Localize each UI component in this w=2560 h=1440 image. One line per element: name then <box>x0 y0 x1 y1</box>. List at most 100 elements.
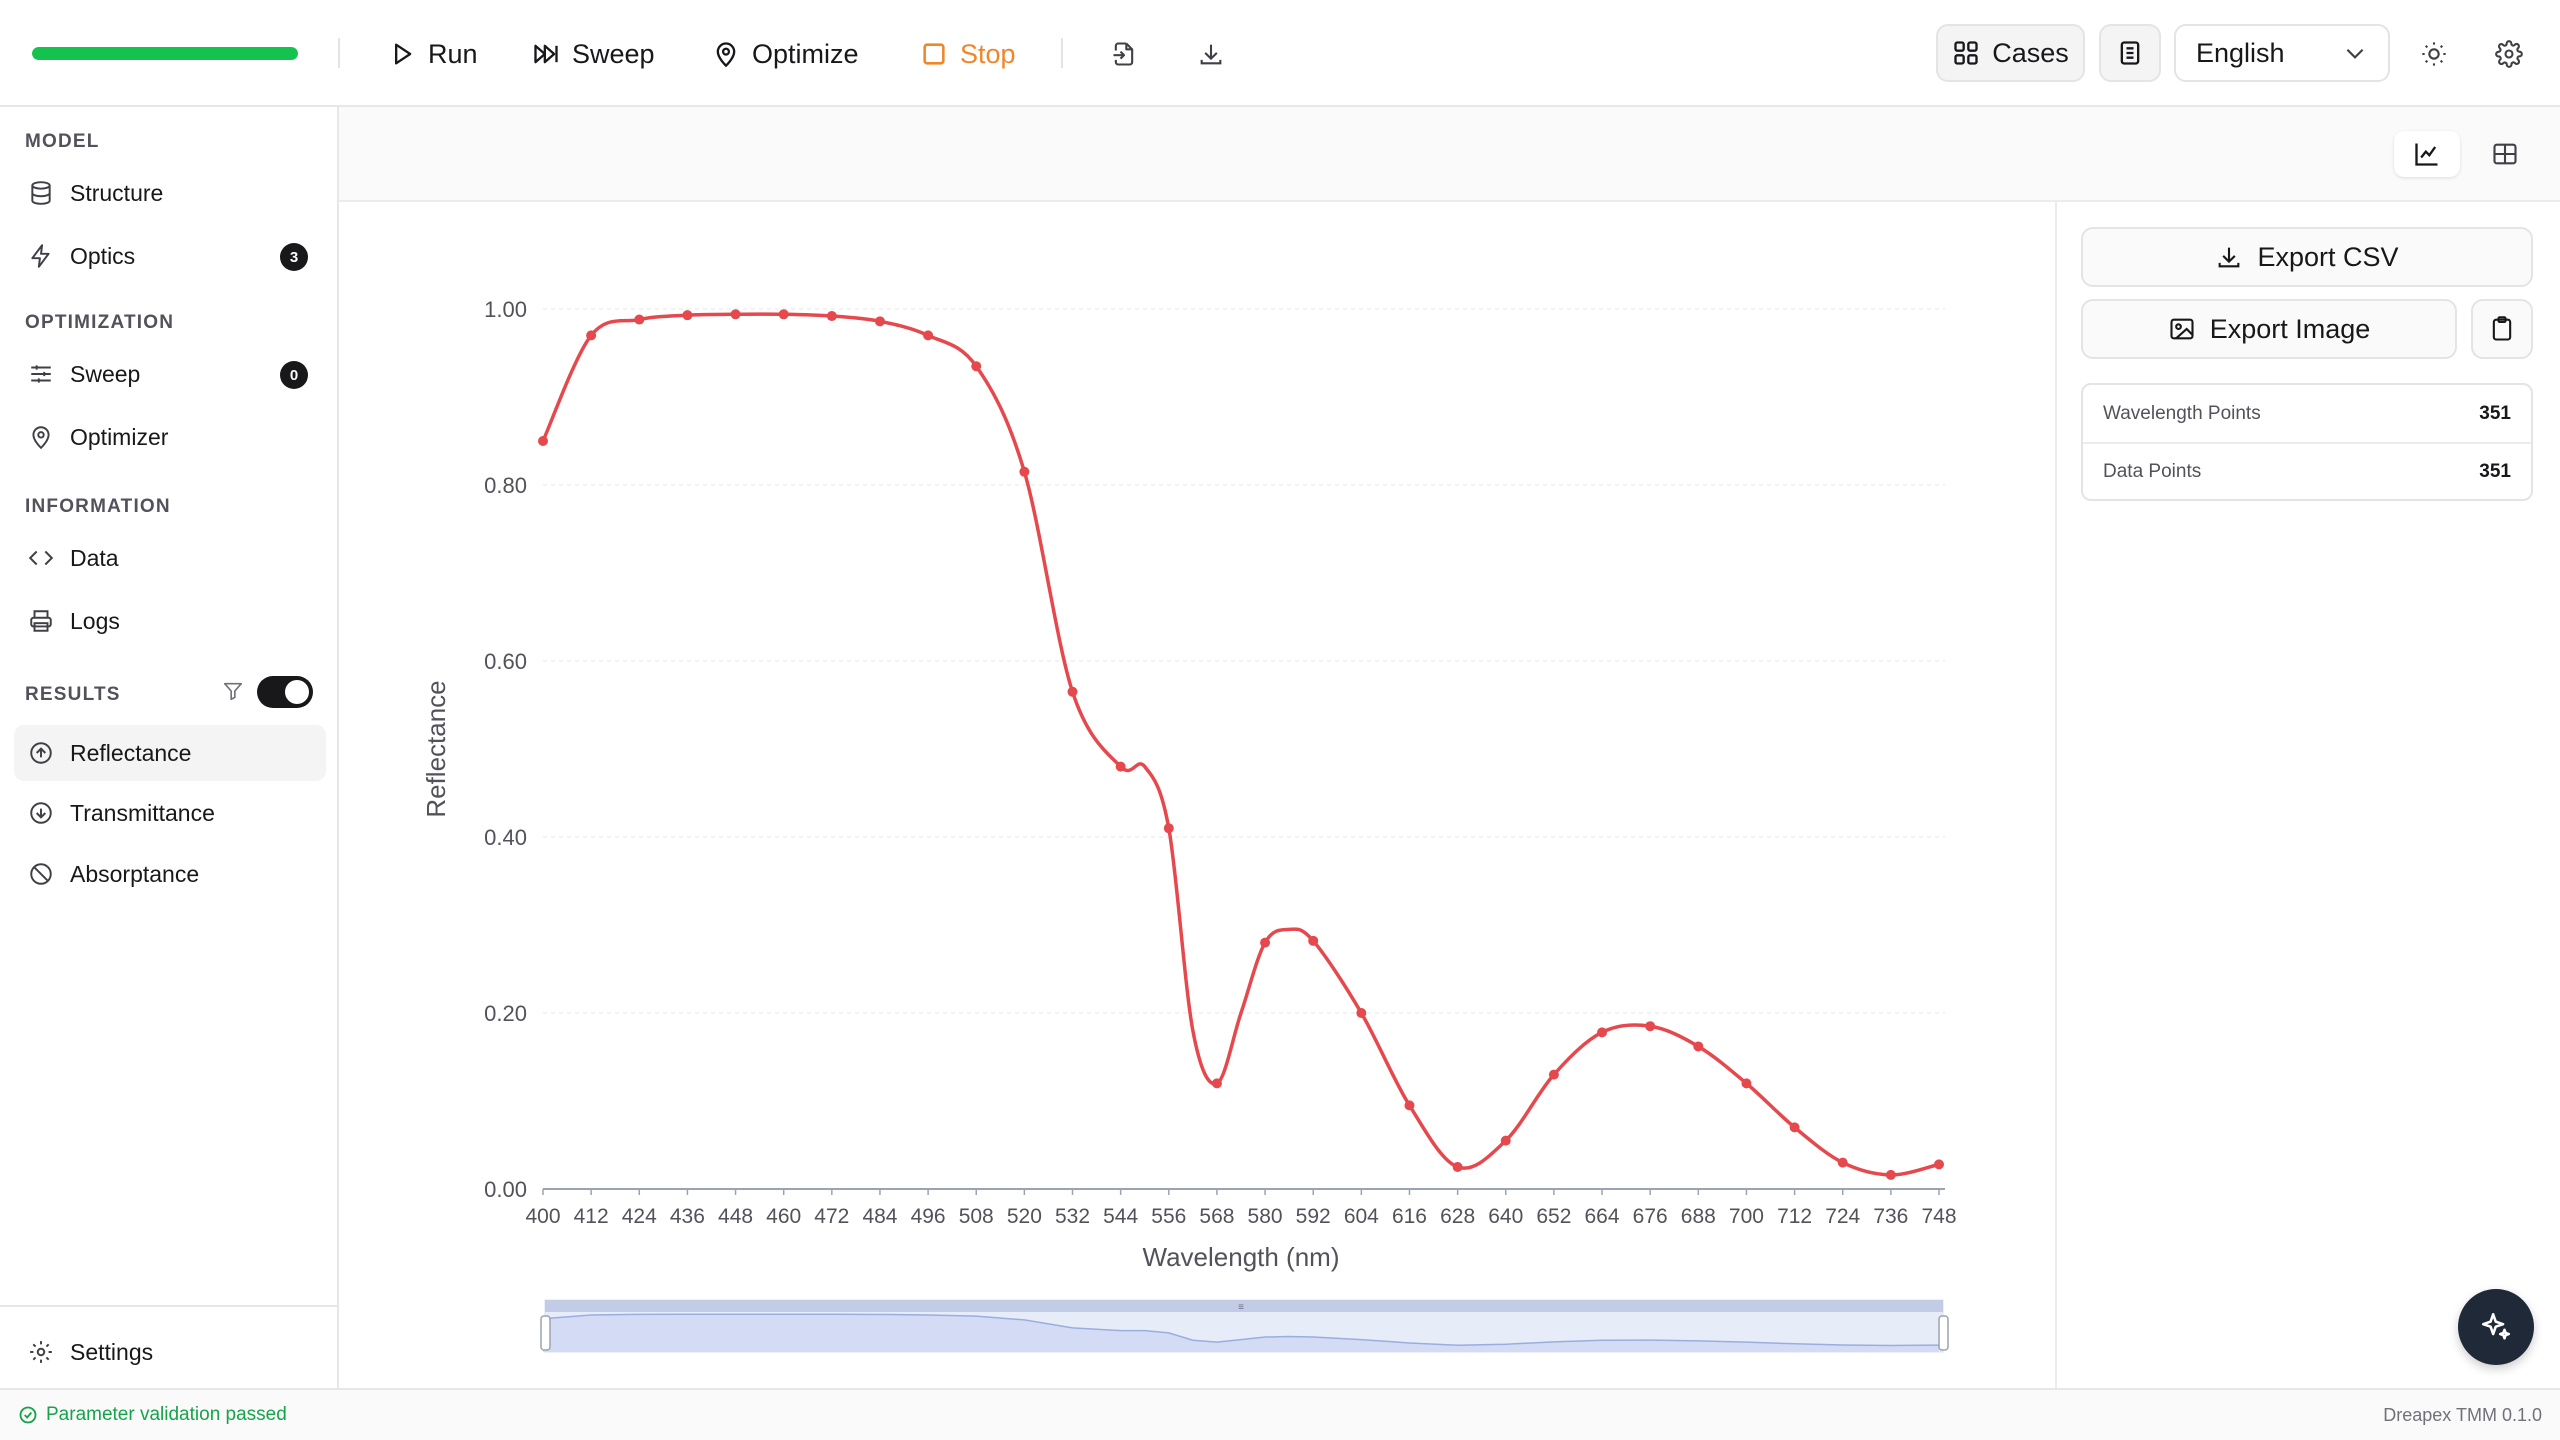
cases-button[interactable]: Cases <box>1936 24 2085 82</box>
run-button[interactable]: Run <box>388 28 478 80</box>
x-tick-label: 592 <box>1296 1205 1331 1228</box>
data-point <box>586 330 597 341</box>
theme-toggle-button[interactable] <box>2408 28 2460 80</box>
skip-forward-icon <box>534 44 558 64</box>
sidebar-item-structure[interactable]: Structure <box>14 165 326 221</box>
reflectance-chart[interactable]: 0.00 0.20 0.40 0.60 0.80 1.00 400 412 424 436 448 4… <box>339 202 2055 1388</box>
stat-label: Wavelength Points <box>2103 402 2261 424</box>
x-tick-label: 448 <box>718 1205 753 1228</box>
x-tick-label: 544 <box>1103 1205 1138 1228</box>
x-tick-label: 400 <box>525 1205 560 1228</box>
data-point <box>1548 1069 1559 1080</box>
sidebar-item-label: Settings <box>70 1338 154 1365</box>
database-icon <box>31 181 51 205</box>
download-button[interactable] <box>1185 28 1237 80</box>
data-point <box>538 436 548 446</box>
export-image-button[interactable]: Export Image <box>2081 299 2457 359</box>
settings-button[interactable] <box>2483 28 2535 80</box>
export-csv-button[interactable]: Export CSV <box>2081 227 2533 287</box>
language-select[interactable]: English <box>2174 24 2390 82</box>
data-point <box>634 314 645 325</box>
stop-button[interactable]: Stop <box>920 28 1016 80</box>
section-title-optimization: OPTIMIZATION <box>25 312 175 333</box>
filter-icon[interactable] <box>222 679 244 703</box>
chart-view-button[interactable] <box>2394 131 2460 177</box>
results-toggle[interactable] <box>257 676 313 708</box>
sweep-button[interactable]: Sweep <box>532 28 655 80</box>
sidebar-item-label: Sweep <box>70 360 141 387</box>
stop-label: Stop <box>960 38 1016 69</box>
data-point <box>682 310 693 321</box>
data-point <box>1260 937 1271 948</box>
sparkles-icon <box>2481 1312 2511 1340</box>
sidebar-item-logs[interactable]: Logs <box>14 593 326 649</box>
y-axis-title: Reflectance <box>421 680 451 817</box>
stat-row-wavelength-points: Wavelength Points 351 <box>2083 385 2531 442</box>
map-pin-icon <box>716 42 736 68</box>
data-point <box>1067 686 1078 697</box>
download-icon <box>2219 247 2240 268</box>
sidebar-item-reflectance[interactable]: Reflectance <box>14 725 326 781</box>
sweep-count-badge: 0 <box>280 361 308 389</box>
run-label: Run <box>428 38 478 69</box>
export-image-label: Export Image <box>2209 313 2371 344</box>
chart-view-header <box>339 107 2560 202</box>
sidebar-item-label: Logs <box>70 607 120 634</box>
sidebar-item-label: Optimizer <box>70 423 169 450</box>
import-button[interactable] <box>1098 28 1150 80</box>
optimize-button[interactable]: Optimize <box>712 28 859 80</box>
sidebar-item-label: Optics <box>70 242 136 269</box>
x-tick-label: 664 <box>1585 1205 1620 1228</box>
chevron-down-icon <box>2346 48 2364 59</box>
reflectance-series-line <box>541 312 1940 1177</box>
language-value: English <box>2196 37 2285 68</box>
sidebar-item-absorptance[interactable]: Absorptance <box>14 846 326 902</box>
run-progress-fill <box>32 47 298 60</box>
arrow-up-circle-icon <box>30 742 52 764</box>
sidebar-item-transmittance[interactable]: Transmittance <box>14 785 326 841</box>
sun-icon <box>2422 42 2446 66</box>
sidebar-item-label: Structure <box>70 179 164 206</box>
data-point <box>1452 1162 1463 1172</box>
data-point <box>1308 935 1319 946</box>
app-version: Dreapex TMM 0.1.0 <box>2383 1404 2542 1425</box>
optimize-label: Optimize <box>752 38 859 69</box>
y-tick-label: 0.20 <box>484 1001 527 1026</box>
clipboard-icon <box>2492 316 2512 341</box>
sidebar-item-settings[interactable]: Settings <box>14 1324 326 1380</box>
y-tick-label: 1.00 <box>484 297 527 322</box>
x-tick-label: 436 <box>670 1205 705 1228</box>
sidebar-item-optimizer[interactable]: Optimizer <box>14 409 326 465</box>
document-button[interactable] <box>2099 24 2161 82</box>
section-title-results: RESULTS <box>25 684 121 705</box>
section-title-model: MODEL <box>25 131 100 152</box>
play-icon <box>395 43 412 65</box>
section-title-information: INFORMATION <box>25 496 171 517</box>
gear-icon <box>2495 40 2523 68</box>
check-circle-icon <box>19 1406 37 1424</box>
grid-icon <box>1954 41 1978 65</box>
data-point <box>971 361 982 372</box>
sidebar-item-data[interactable]: Data <box>14 530 326 586</box>
copy-button[interactable] <box>2471 299 2533 359</box>
table-view-button[interactable] <box>2472 131 2538 177</box>
chart-stats-table: Wavelength Points 351 Data Points 351 <box>2081 383 2533 501</box>
data-point <box>1019 466 1030 477</box>
x-tick-label: 484 <box>862 1205 897 1228</box>
x-tick-label: 736 <box>1873 1205 1908 1228</box>
sidebar-item-label: Reflectance <box>70 739 192 766</box>
data-point <box>1356 1008 1367 1018</box>
data-point <box>1115 761 1126 772</box>
x-tick-label: 556 <box>1151 1205 1186 1228</box>
code-icon <box>28 550 54 566</box>
x-tick-label: 424 <box>622 1205 657 1228</box>
view-mode-switch <box>2394 131 2538 181</box>
top-toolbar: Run Sweep Optimize Stop Cases English <box>0 0 2560 107</box>
sidebar-item-sweep[interactable]: Sweep 0 <box>14 346 326 402</box>
file-import-icon <box>1113 42 1134 66</box>
stat-row-data-points: Data Points 351 <box>2083 442 2531 499</box>
sidebar-item-optics[interactable]: Optics 3 <box>14 228 326 284</box>
ai-assistant-button[interactable] <box>2458 1289 2534 1365</box>
arrow-down-circle-icon <box>30 802 52 824</box>
zoom-grip-icon: ≡ <box>1238 1302 1244 1313</box>
